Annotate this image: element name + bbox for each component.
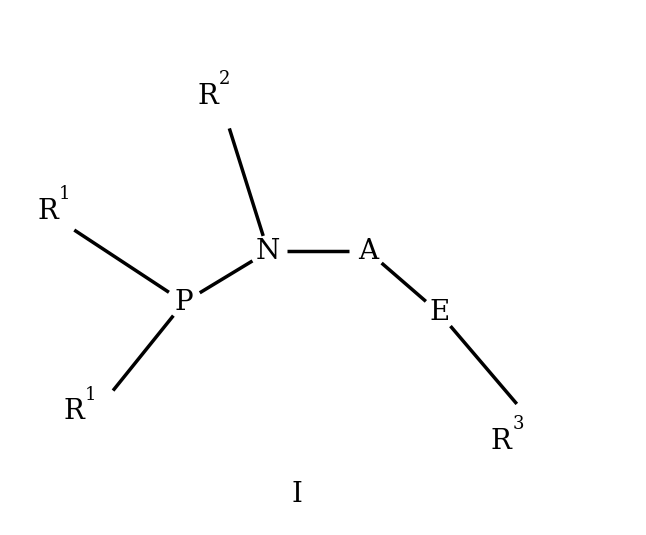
Text: R: R xyxy=(37,198,58,225)
Text: 2: 2 xyxy=(218,70,230,88)
Text: N: N xyxy=(256,238,280,265)
Text: R: R xyxy=(491,428,512,455)
Text: 1: 1 xyxy=(85,386,96,404)
Text: A: A xyxy=(358,238,379,265)
Text: 1: 1 xyxy=(59,185,70,203)
Text: P: P xyxy=(175,289,193,316)
Text: R: R xyxy=(63,399,84,425)
Text: R: R xyxy=(197,83,218,110)
Text: E: E xyxy=(429,300,450,326)
Text: 3: 3 xyxy=(512,415,524,433)
Text: I: I xyxy=(292,482,302,508)
